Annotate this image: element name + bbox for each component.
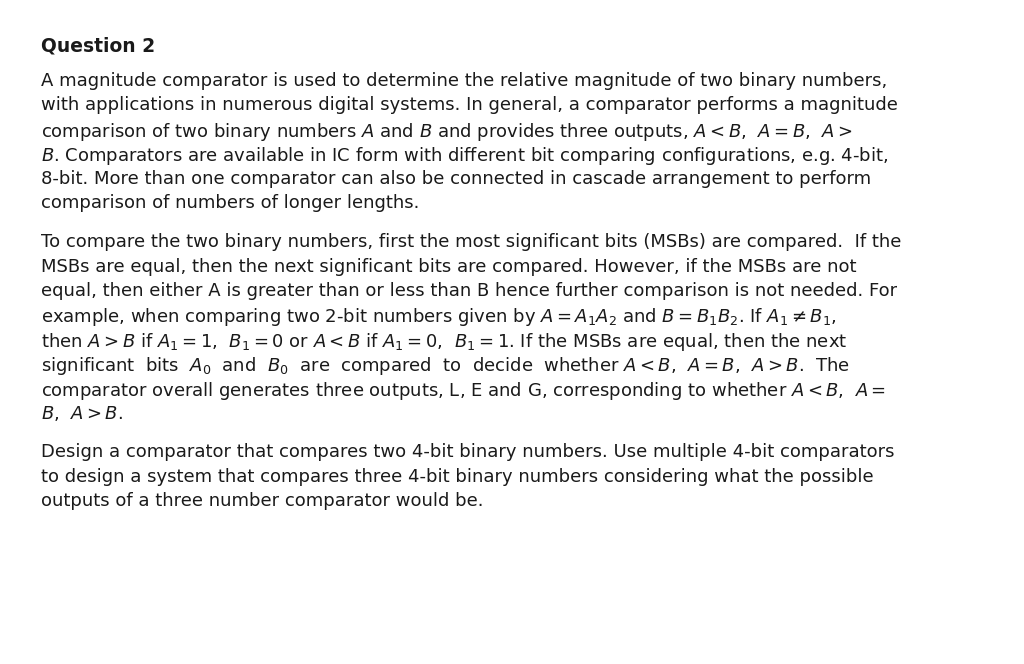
Text: comparison of two binary numbers $A$ and $B$ and provides three outputs, $A < B$: comparison of two binary numbers $A$ and…	[41, 121, 852, 143]
Text: To compare the two binary numbers, first the most significant bits (MSBs) are co: To compare the two binary numbers, first…	[41, 233, 901, 251]
Text: A magnitude comparator is used to determine the relative magnitude of two binary: A magnitude comparator is used to determ…	[41, 72, 887, 90]
Text: outputs of a three number comparator would be.: outputs of a three number comparator wou…	[41, 492, 483, 510]
Text: with applications in numerous digital systems. In general, a comparator performs: with applications in numerous digital sy…	[41, 96, 898, 114]
Text: comparator overall generates three outputs, L, E and G, corresponding to whether: comparator overall generates three outpu…	[41, 380, 886, 402]
Text: $B$. Comparators are available in IC form with different bit comparing configura: $B$. Comparators are available in IC for…	[41, 145, 889, 167]
Text: comparison of numbers of longer lengths.: comparison of numbers of longer lengths.	[41, 194, 420, 212]
Text: then $A > B$ if $A_1 = 1$,  $B_1 = 0$ or $A < B$ if $A_1 = 0$,  $B_1 = 1$. If th: then $A > B$ if $A_1 = 1$, $B_1 = 0$ or …	[41, 331, 847, 353]
Text: equal, then either A is greater than or less than B hence further comparison is : equal, then either A is greater than or …	[41, 282, 897, 300]
Text: Question 2: Question 2	[41, 37, 155, 56]
Text: Design a comparator that compares two 4-bit binary numbers. Use multiple 4-bit c: Design a comparator that compares two 4-…	[41, 444, 894, 461]
Text: 8-bit. More than one comparator can also be connected in cascade arrangement to : 8-bit. More than one comparator can also…	[41, 170, 871, 188]
Text: MSBs are equal, then the next significant bits are compared. However, if the MSB: MSBs are equal, then the next significan…	[41, 258, 856, 276]
Text: $B$,  $A > B$.: $B$, $A > B$.	[41, 404, 123, 423]
Text: example, when comparing two 2-bit numbers given by $A = A_1A_2$ and $B = B_1B_2$: example, when comparing two 2-bit number…	[41, 307, 837, 329]
Text: to design a system that compares three 4-bit binary numbers considering what the: to design a system that compares three 4…	[41, 467, 873, 485]
Text: significant  bits  $A_0$  and  $B_0$  are  compared  to  decide  whether $A < B$: significant bits $A_0$ and $B_0$ are com…	[41, 355, 850, 377]
